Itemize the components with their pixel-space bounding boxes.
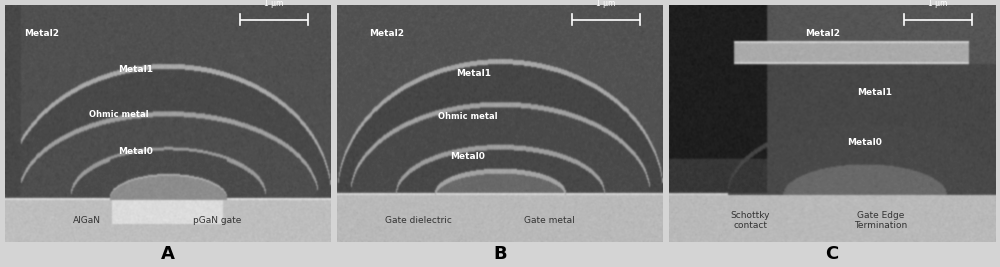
Text: C: C xyxy=(825,245,839,263)
Text: Metal0: Metal0 xyxy=(450,152,485,161)
Text: 1 μm: 1 μm xyxy=(928,0,948,8)
Text: Metal0: Metal0 xyxy=(847,138,882,147)
Text: pGaN gate: pGaN gate xyxy=(193,216,241,225)
Text: B: B xyxy=(493,245,507,263)
Text: Gate dielectric: Gate dielectric xyxy=(385,216,452,225)
Text: Metal0: Metal0 xyxy=(118,147,153,156)
Text: Metal2: Metal2 xyxy=(25,29,60,38)
Text: 1 μm: 1 μm xyxy=(264,0,284,8)
Text: Metal2: Metal2 xyxy=(370,29,405,38)
Text: A: A xyxy=(161,245,175,263)
Text: Gate metal: Gate metal xyxy=(524,216,574,225)
Text: 1 μm: 1 μm xyxy=(596,0,616,8)
Text: Ohmic metal: Ohmic metal xyxy=(89,109,149,119)
Text: Metal1: Metal1 xyxy=(456,69,491,78)
Text: Schottky
contact: Schottky contact xyxy=(731,211,770,230)
Text: Ohmic metal: Ohmic metal xyxy=(438,112,497,121)
Text: Metal1: Metal1 xyxy=(857,88,892,97)
Text: AlGaN: AlGaN xyxy=(72,216,100,225)
Text: Gate Edge
Termination: Gate Edge Termination xyxy=(854,211,908,230)
Text: Metal2: Metal2 xyxy=(805,29,840,38)
Text: Metal1: Metal1 xyxy=(118,65,153,74)
